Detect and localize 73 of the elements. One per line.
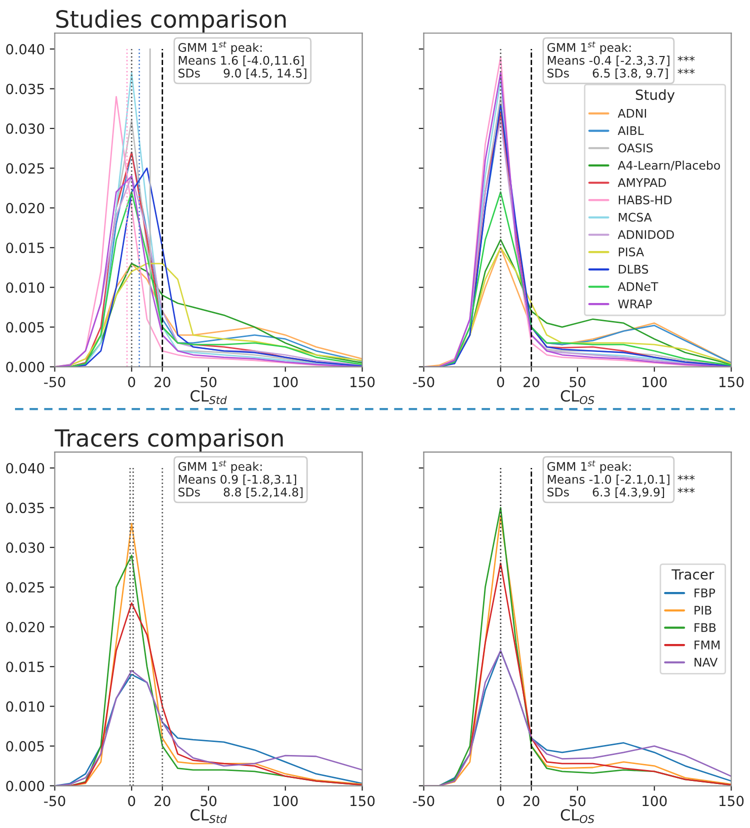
- legend-label: FBB: [694, 623, 716, 632]
- legend-label: AMYPAD: [618, 178, 666, 187]
- legend-label: A4-Learn/Placebo: [618, 160, 720, 171]
- y-tick-label: 0.000: [6, 780, 44, 792]
- legend-label: WRAP: [618, 300, 652, 308]
- x-tick-label: -50: [413, 796, 434, 806]
- y-tick-label: 0.000: [6, 362, 44, 372]
- x-tick-label: 100: [642, 376, 667, 388]
- y-tick-label: 0.010: [6, 701, 44, 712]
- legend-label: MCSA: [618, 212, 652, 222]
- x-tick-label: 0: [497, 796, 504, 806]
- y-tick-label: 0.030: [6, 123, 44, 134]
- legend-title: Study: [636, 89, 675, 103]
- x-tick-label: 20: [524, 796, 540, 806]
- text: *** ***: [678, 56, 695, 74]
- annotation: GMM 1$^{st}$ peak: Means 1.6 [-4.0,11.6] SDs 9.0 [4.5, 14.5]: [178, 41, 306, 79]
- y-tick-label: 0.005: [6, 741, 44, 752]
- legend-label: ADNI: [618, 108, 646, 118]
- annotation: GMM 1$^{st}$ peak: Means 0.9 [-1.8,3.1] SDs 8.8 [5.2,14.8]: [178, 460, 303, 498]
- x-tick-label: 50: [200, 796, 216, 806]
- y-tick-label: 0.020: [6, 622, 44, 632]
- y-tick-label: 0.010: [6, 282, 44, 293]
- y-tick-label: 0.025: [6, 582, 44, 593]
- y-tick-label: 0.025: [6, 163, 44, 174]
- x-tick-label: -50: [413, 376, 434, 388]
- y-tick-label: 0.005: [6, 322, 44, 333]
- legend-label: AIBL: [618, 126, 644, 135]
- x-tick-label: 50: [200, 376, 216, 388]
- x-axis-title: CL$_{OS}$: [560, 390, 594, 404]
- legend-label: FMM: [694, 640, 720, 650]
- x-tick-label: 100: [274, 796, 298, 806]
- y-tick-label: 0.020: [6, 202, 44, 214]
- y-tick-label: 0.040: [6, 462, 44, 474]
- x-tick-label: 0: [128, 796, 136, 806]
- x-tick-label: 150: [720, 376, 744, 388]
- x-tick-label: 0: [497, 376, 504, 388]
- y-tick-label: 0.040: [6, 44, 44, 54]
- legend-label: NAV: [694, 658, 718, 667]
- x-tick-label: 20: [524, 376, 540, 388]
- x-tick-label: 20: [154, 796, 170, 806]
- x-tick-label: 0: [128, 376, 136, 388]
- x-tick-label: -50: [44, 796, 66, 806]
- annotation: GMM 1$^{st}$ peak: Means -1.0 [-2.1,0.1] SDs 6.3 [4.3,9.9]: [547, 460, 670, 498]
- x-axis-title: CL$_{Std}$: [190, 390, 227, 404]
- legend-label: HABS-HD: [618, 195, 672, 204]
- text: *** ***: [678, 474, 695, 494]
- x-tick-label: 100: [274, 376, 298, 388]
- legend-label: OASIS: [618, 143, 653, 152]
- legend-label: PISA: [618, 247, 644, 256]
- y-tick-label: 0.030: [6, 542, 44, 553]
- x-axis-title: CL$_{Std}$: [190, 809, 227, 824]
- legend-title: Tracer: [672, 569, 714, 580]
- x-tick-label: 50: [570, 376, 586, 388]
- y-tick-label: 0.035: [6, 84, 44, 94]
- x-tick-label: 20: [154, 376, 170, 388]
- x-tick-label: 150: [350, 376, 375, 388]
- x-tick-label: -50: [44, 376, 66, 388]
- y-tick-label: 0.015: [6, 242, 44, 254]
- annotation: GMM 1$^{st}$ peak: Means -0.4 [-2.3,3.7] SDs 6.5 [3.8, 9.7]: [547, 41, 670, 79]
- legend-label: ADNIDOD: [618, 230, 674, 240]
- x-tick-label: 150: [720, 796, 744, 806]
- legend-label: ADNeT: [618, 282, 658, 292]
- y-tick-label: 0.035: [6, 502, 44, 514]
- chart-title: Tracers comparison: [54, 428, 283, 452]
- legend-label: FBP: [694, 588, 716, 598]
- x-tick-label: 150: [350, 796, 375, 806]
- x-tick-label: 100: [642, 796, 667, 806]
- y-tick-label: 0.015: [6, 662, 44, 672]
- x-axis-title: CL$_{OS}$: [560, 809, 594, 824]
- legend-label: PIB: [694, 606, 712, 615]
- legend-label: DLBS: [618, 264, 648, 274]
- x-tick-label: 50: [570, 796, 586, 806]
- chart-title: Studies comparison: [56, 10, 286, 32]
